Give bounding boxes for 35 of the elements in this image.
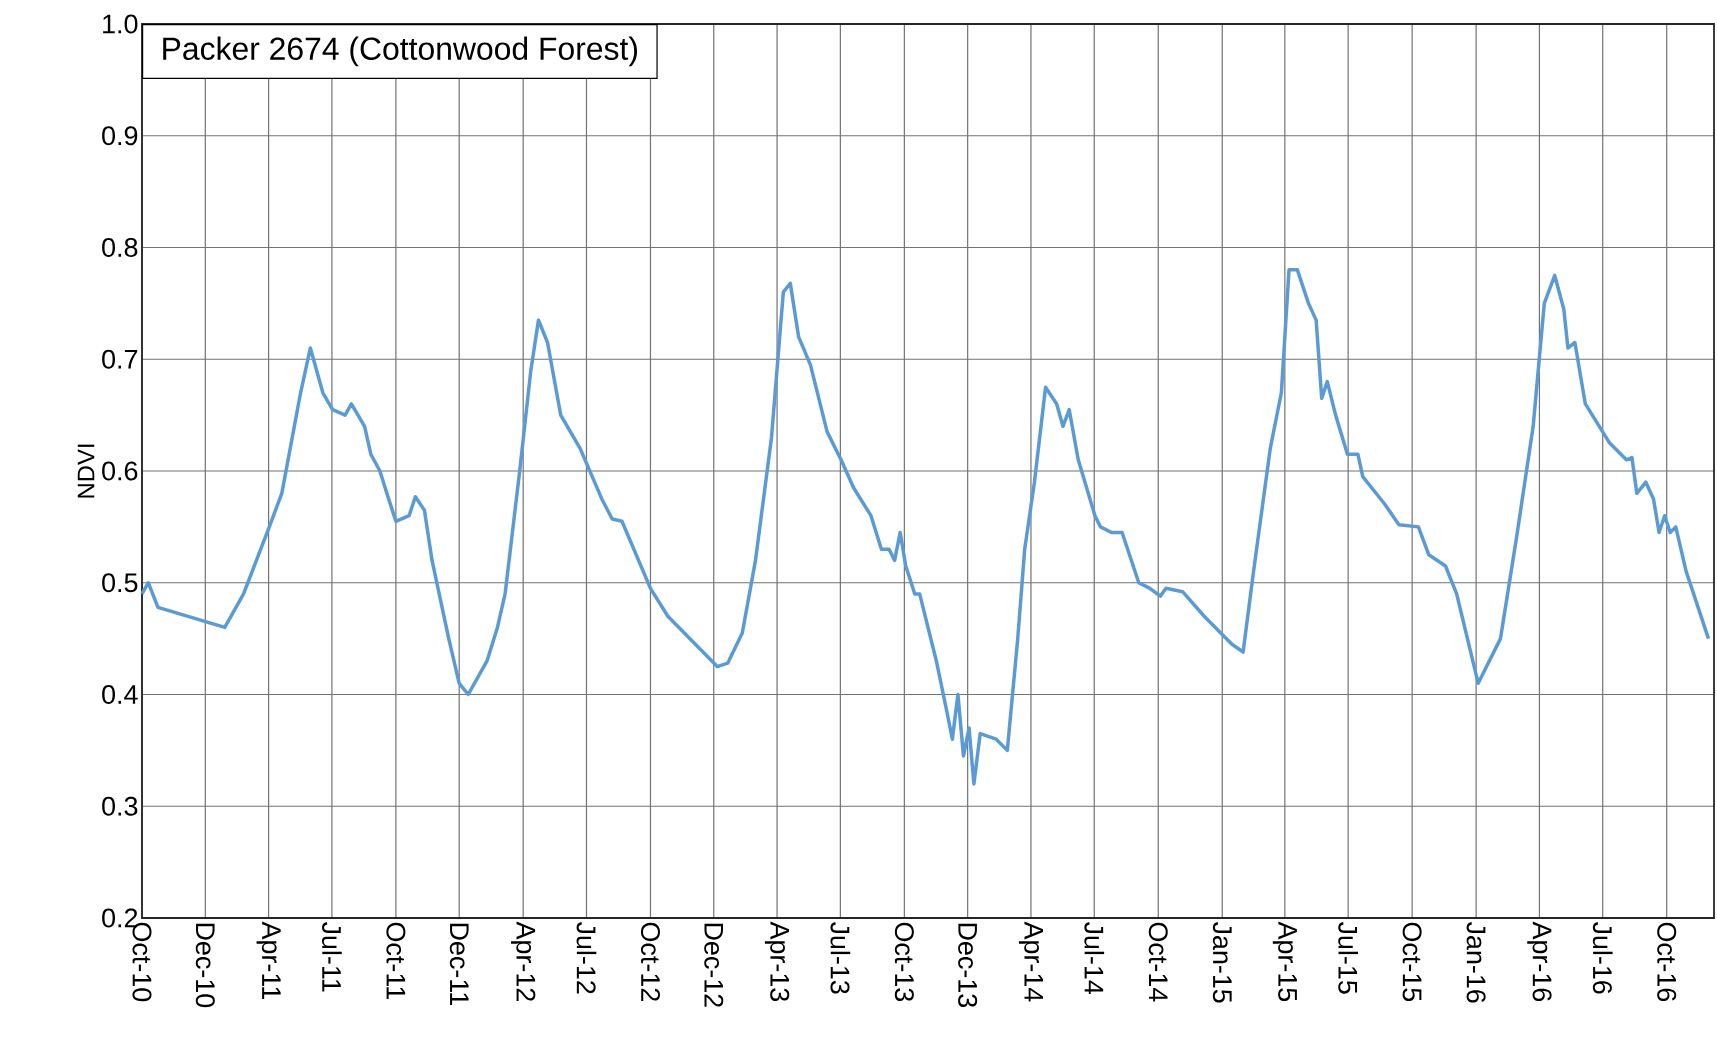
x-tick-label: Oct-15 — [1402, 922, 1422, 1002]
y-tick-label: 0.6 — [102, 461, 138, 481]
x-tick-label: Oct-14 — [1148, 922, 1168, 1002]
y-tick-label: 0.3 — [102, 796, 138, 816]
y-axis-title: NDVI — [77, 444, 95, 498]
y-tick-label: 0.7 — [102, 349, 138, 369]
x-tick-label: Apr-12 — [511, 921, 536, 1001]
x-tick-label: Dec-12 — [704, 923, 724, 1007]
y-tick-label: 0.4 — [102, 684, 138, 705]
x-tick-label: Apr-16 — [1527, 921, 1552, 1002]
x-tick-label: Jan-16 — [1466, 921, 1486, 1003]
x-tick-label: Jul-11 — [322, 921, 342, 992]
x-tick-label: Jul-12 — [576, 921, 597, 994]
x-tick-label: Apr-14 — [1018, 921, 1044, 1002]
x-tick-label: Apr-15 — [1272, 921, 1297, 1002]
y-tick-label: 1.0 — [103, 14, 138, 34]
x-tick-label: Apr-13 — [764, 921, 790, 1002]
x-tick-label: Jul-14 — [1084, 921, 1105, 994]
x-tick-label: Apr-11 — [256, 921, 281, 999]
x-tick-label: Oct-16 — [1657, 922, 1677, 1002]
x-tick-label: Dec-11 — [449, 923, 469, 1005]
x-tick-label: Jul-13 — [830, 921, 851, 994]
y-tick-label: 0.9 — [102, 126, 138, 146]
x-tick-label: Jan-15 — [1212, 921, 1232, 1003]
x-tick-label: Jul-15 — [1338, 921, 1359, 994]
x-tick-label: Jul-16 — [1592, 921, 1613, 994]
x-tick-label: Dec-10 — [195, 923, 215, 1008]
line-series — [140, 268, 1711, 786]
x-tick-label: Oct-13 — [894, 922, 914, 1002]
x-tick-label: Dec-13 — [958, 923, 978, 1008]
chart-title: Packer 2674 (Cottonwood Forest) — [163, 36, 637, 67]
x-tick-label: Oct-11 — [386, 922, 406, 999]
x-tick-label: Oct-12 — [640, 922, 660, 1001]
y-tick-label: 0.5 — [102, 573, 138, 593]
y-tick-label: 0.8 — [102, 237, 138, 258]
